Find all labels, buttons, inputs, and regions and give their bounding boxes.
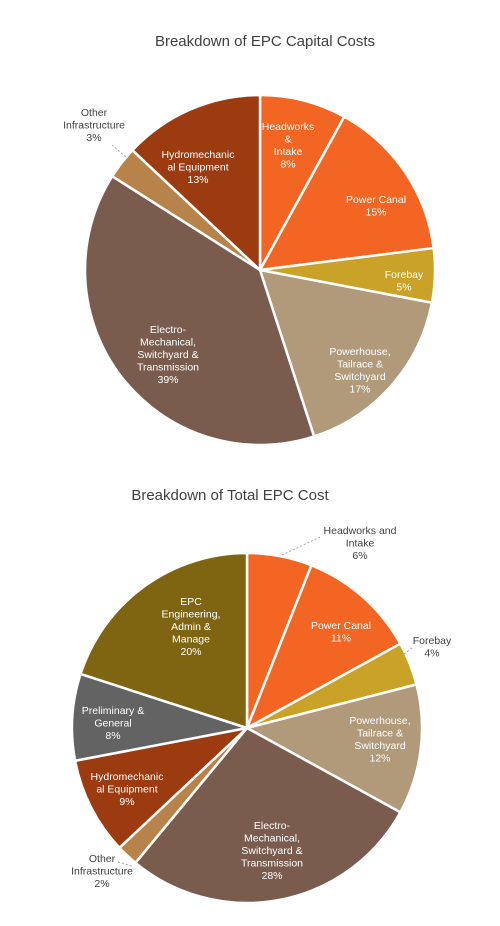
pie-slice (73, 726, 249, 850)
chart-capital-costs: Breakdown of EPC Capital Costs Headworks… (63, 33, 437, 447)
slice-data-label: Electro-Mechanical, Switchyard & Transmiss… (241, 820, 303, 882)
slice-data-label: Powerhouse, Tailrace & Switchyard 17% (329, 346, 390, 396)
pie-capital-costs-labels: Headworks & Intake 8% Power Canal 15% Forebay 5… (63, 107, 424, 396)
slice-data-label: Hydromechanic al Equipment 13% (162, 149, 235, 186)
slice-data-label: Other Infrastructure 2% (71, 853, 133, 890)
slice-data-label: Electro-Mechanical, Switchyard & Transmiss… (137, 324, 199, 386)
slice-data-label: Power Canal 11% (311, 620, 371, 645)
slice-data-label: EPC Engineering, Admin & Manage 20% (162, 596, 221, 658)
pie-capital-costs (83, 93, 437, 447)
pie-slice (245, 683, 424, 814)
chart-total-epc-cost: Breakdown of Total EPC Cost Headworks an… (70, 487, 452, 905)
label-leader-line (279, 536, 321, 557)
pie-slice (245, 564, 402, 730)
slice-data-label: Headworks and Intake 6% (324, 525, 397, 562)
chart-title-capital-costs: Breakdown of EPC Capital Costs (155, 33, 375, 50)
slice-data-label: Forebay 4% (413, 635, 452, 660)
pie-slice (258, 268, 434, 438)
slice-data-label: Headworks & Intake 8% (262, 121, 315, 171)
label-leader-line (111, 144, 127, 158)
slice-data-label: Power Canal 15% (346, 194, 406, 219)
slice-data-label: Other Infrastructure 3% (63, 107, 125, 144)
pie-slice (79, 551, 249, 730)
slice-data-label: Powerhouse, Tailrace & Switchyard 12% (349, 715, 410, 765)
chart-title-total-epc-cost: Breakdown of Total EPC Cost (131, 487, 329, 504)
label-leader-line (403, 647, 413, 655)
pie-slice (131, 93, 262, 272)
slice-data-label: Preliminary & General 8% (82, 705, 144, 742)
slice-data-label: Forebay 5% (385, 269, 424, 294)
slice-data-label: Hydromechanic al Equipment 9% (91, 771, 164, 808)
pie-total-epc-cost (70, 551, 424, 905)
pie-slice (258, 115, 435, 272)
pie-total-epc-cost-labels: Headworks and Intake 6% Power Canal 11% Foreb… (71, 525, 452, 890)
pie-slice (134, 726, 402, 905)
pie-slice (83, 174, 316, 447)
label-leader-line (117, 861, 133, 867)
